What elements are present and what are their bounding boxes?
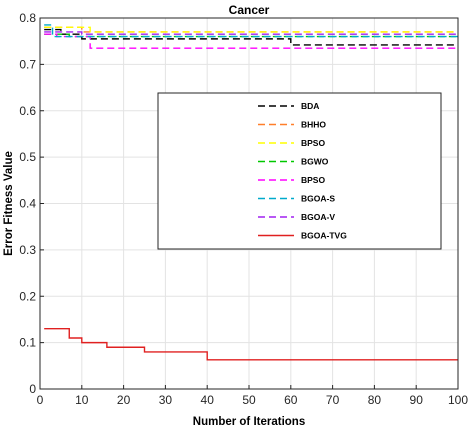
y-tick-label: 0.4 [19,197,36,211]
legend-box [157,92,442,250]
series-line-bgoa-tvg-7 [44,328,458,361]
axis-ticks: 0 10 20 30 40 50 60 70 80 90 100 0 0.1 0.2 0.3 0.4 0.5 0.… [19,11,468,407]
legend-label: BPSO [301,175,325,185]
x-tick-label: 100 [448,393,468,407]
x-axis-label: Number of Iterations [193,416,305,428]
x-tick-label: 90 [410,393,424,407]
series-line-bgoa-s-5 [44,24,458,38]
x-tick-label: 20 [117,393,131,407]
y-tick-label: 0.5 [19,150,36,164]
series-line-bpso-2 [44,26,458,33]
y-tick-label: 0.6 [19,104,36,118]
legend: BDA BHHO BPSO BGWO BPSO BGOA-S BGOA-V BGOA-TVG [157,92,442,250]
y-tick-label: 0 [29,382,36,396]
x-tick-label: 70 [326,393,340,407]
x-tick-label: 30 [159,393,173,407]
legend-label: BGOA-S [301,194,335,204]
x-tick-label: 60 [284,393,298,407]
y-tick-label: 0.1 [19,336,36,350]
x-tick-label: 50 [242,393,256,407]
series-line-bhho-1 [44,26,458,33]
y-tick-label: 0.3 [19,243,36,257]
series-line-bgoa-v-6 [44,31,458,35]
legend-label: BDA [301,101,319,111]
y-tick-label: 0.8 [19,11,36,25]
legend-label: BGOA-TVG [301,231,347,241]
legend-label: BGOA-V [301,212,335,222]
y-tick-label: 0.2 [19,289,36,303]
legend-label: BPSO [301,138,325,148]
legend-label: BGWO [301,157,329,167]
series-line-bpso-4 [44,33,458,49]
series-layer [44,24,458,361]
chart-title: Cancer [229,3,270,17]
y-axis-label: Error Fitness Value [3,151,15,256]
x-tick-label: 10 [75,393,89,407]
x-tick-label: 40 [201,393,215,407]
x-tick-label: 0 [37,393,44,407]
x-tick-label: 80 [368,393,382,407]
legend-label: BHHO [301,120,326,130]
y-tick-label: 0.7 [19,57,36,71]
